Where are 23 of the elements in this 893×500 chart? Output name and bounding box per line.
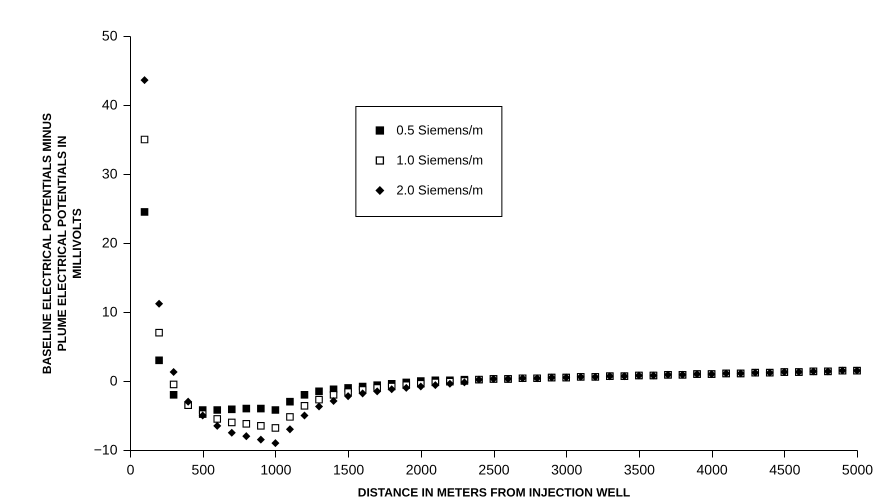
x-tick-label: 3000	[551, 462, 582, 478]
x-tick-label: 2000	[406, 462, 438, 478]
x-tick-label: 1500	[333, 462, 364, 478]
x-tick-label: 500	[192, 462, 216, 478]
legend-label: 2.0 Siemens/m	[396, 182, 484, 198]
legend-label: 1.0 Siemens/m	[396, 152, 484, 168]
x-axis-title: DISTANCE IN METERS FROM INJECTION WELL	[358, 486, 630, 500]
y-tick-label: 10	[102, 304, 118, 320]
y-tick-label: 40	[102, 96, 118, 112]
y-tick-label: 0	[110, 372, 118, 388]
y-tick-label: 20	[102, 234, 118, 250]
x-tick-label: 1000	[260, 462, 292, 478]
x-tick-label: 0	[126, 462, 135, 478]
legend-label: 0.5 Siemens/m	[396, 122, 484, 138]
x-tick-label: 3500	[624, 462, 656, 478]
y-tick-label: 50	[102, 28, 118, 44]
x-tick-label: 4500	[769, 462, 801, 478]
x-tick-label: 2500	[478, 462, 510, 478]
x-tick-label: 5000	[842, 462, 874, 478]
y-tick-label: 30	[102, 166, 118, 182]
y-tick-label: −10	[94, 442, 118, 458]
x-tick-label: 4000	[696, 462, 728, 478]
y-axis-title: BASELINE ELECTRICAL POTENTIALS MINUS PLUME ELECTRICAL POTENTIALS IN MILLIVOLTS	[40, 112, 84, 374]
